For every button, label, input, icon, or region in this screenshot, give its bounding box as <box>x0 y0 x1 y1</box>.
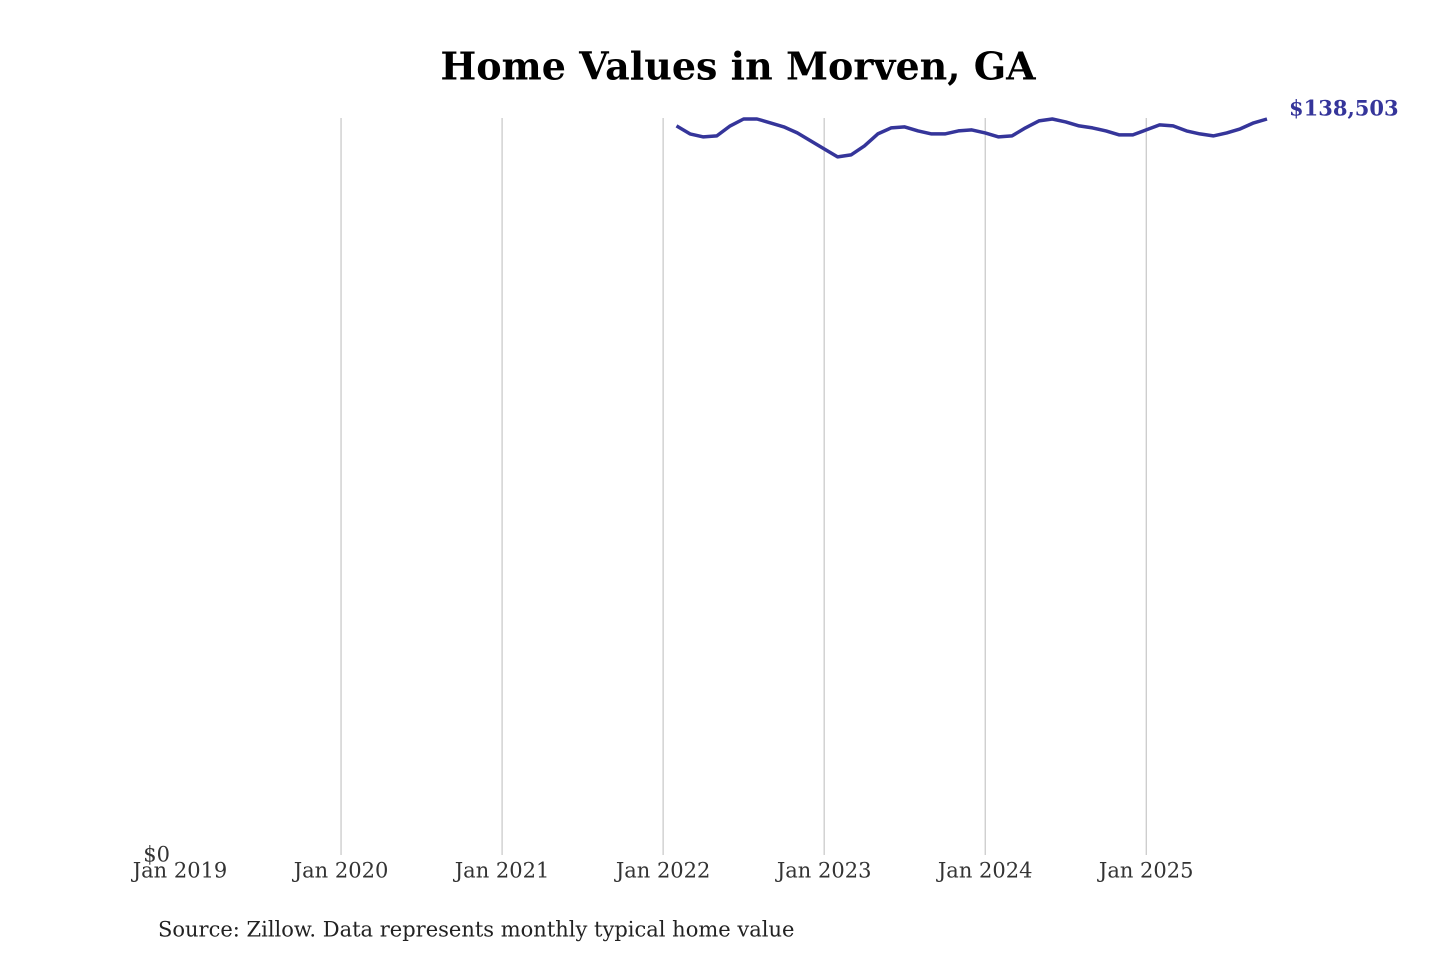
x-tick-label: Jan 2024 <box>936 859 1033 883</box>
value-label: $138,503 <box>1289 95 1399 120</box>
line <box>675 117 1268 159</box>
x-tick-label: Jan 2021 <box>453 859 550 883</box>
source-note: Source: Zillow. Data represents monthly … <box>158 918 794 942</box>
x-tick-label: Jan 2025 <box>1097 859 1194 883</box>
x-tick-label: Jan 2022 <box>614 859 711 883</box>
chart-title: Home Values in Morven, GA <box>440 44 1036 89</box>
x-tick-label: Jan 2023 <box>775 859 872 883</box>
x-tick-label: Jan 2019 <box>131 859 228 883</box>
x-tick-label: Jan 2020 <box>292 859 389 883</box>
y-tick-label: $0 <box>143 843 170 867</box>
